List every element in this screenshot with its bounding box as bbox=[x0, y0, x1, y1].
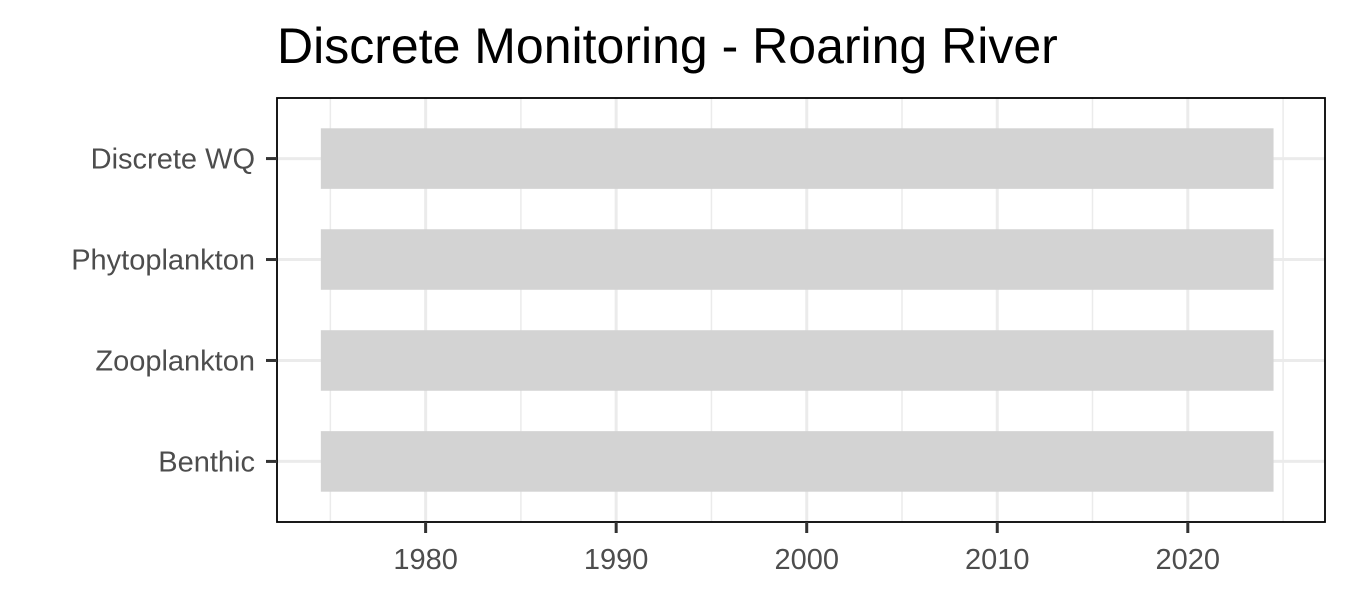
x-tick-label: 2000 bbox=[774, 544, 839, 576]
chart-title: Discrete Monitoring - Roaring River bbox=[277, 18, 1058, 74]
y-tick-label: Benthic bbox=[158, 446, 255, 478]
bars bbox=[320, 128, 1274, 492]
y-tick-label: Phytoplankton bbox=[71, 245, 255, 277]
x-axis: 1980 1990 2000 2010 2020 bbox=[393, 522, 1220, 576]
bar-benthic bbox=[320, 431, 1274, 492]
x-tick-label: 1980 bbox=[393, 544, 458, 576]
plot-panel-border bbox=[276, 97, 1326, 523]
x-tick-label: 2010 bbox=[965, 544, 1030, 576]
bar-zooplankton bbox=[320, 330, 1274, 391]
y-tick-label: Discrete WQ bbox=[91, 144, 255, 176]
y-tick-label: Zooplankton bbox=[95, 345, 255, 377]
y-axis: Discrete WQ Phytoplankton Zooplankton Benth… bbox=[71, 144, 277, 478]
x-tick-label: 2020 bbox=[1156, 544, 1221, 576]
bar-phytoplankton bbox=[320, 229, 1274, 290]
bar-discrete-wq bbox=[320, 128, 1274, 189]
x-tick-label: 1990 bbox=[584, 544, 649, 576]
